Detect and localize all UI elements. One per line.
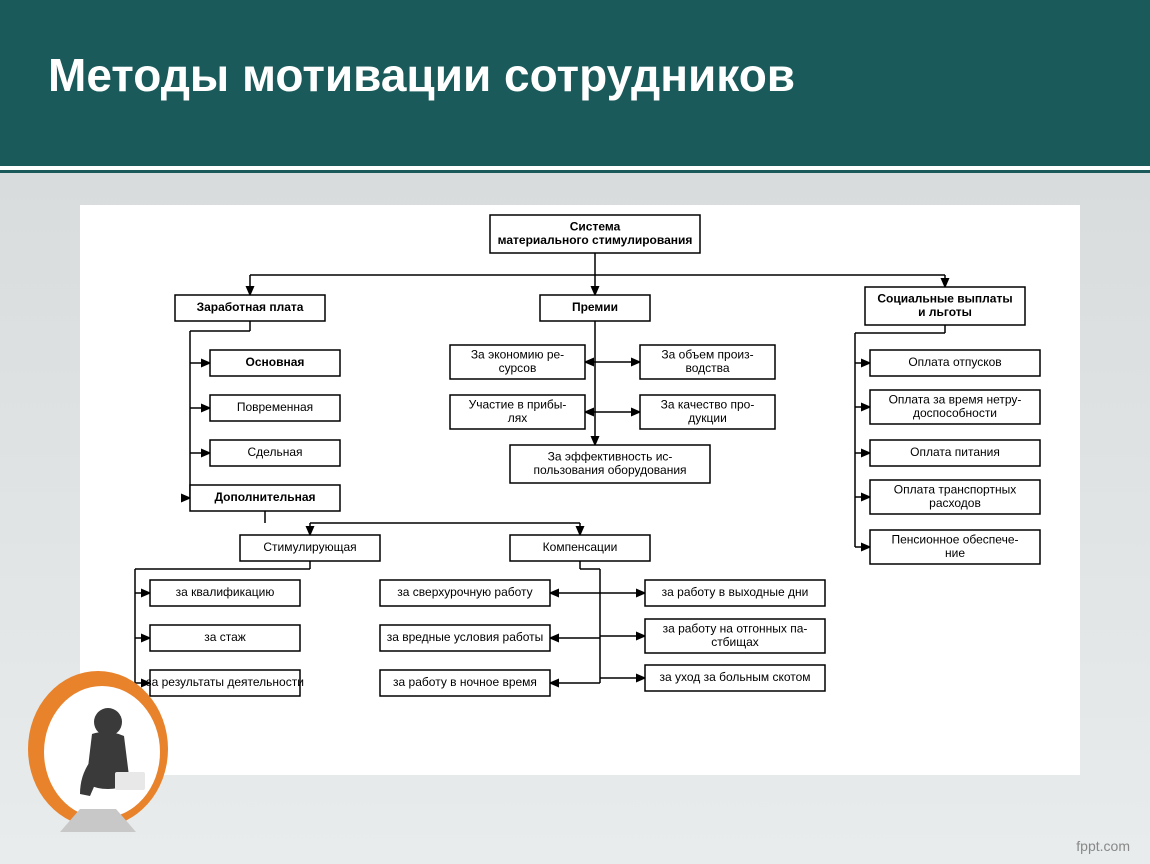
svg-text:пользования оборудования: пользования оборудования bbox=[533, 463, 686, 477]
node-komp: Компенсации bbox=[510, 535, 650, 561]
svg-text:за вредные условия работы: за вредные условия работы bbox=[387, 630, 544, 644]
node-salary: Заработная плата bbox=[175, 295, 325, 321]
page-title: Методы мотивации сотрудников bbox=[48, 48, 795, 102]
svg-text:ние: ние bbox=[945, 546, 965, 560]
person-chair-icon bbox=[20, 644, 200, 844]
svg-text:Основная: Основная bbox=[246, 355, 305, 369]
node-povr: Повременная bbox=[210, 395, 340, 421]
svg-text:За эффективность ис-: За эффективность ис- bbox=[548, 450, 673, 464]
node-bonus: Премии bbox=[540, 295, 650, 321]
node-obj: За объем произ-водства bbox=[640, 345, 775, 379]
node-pit: Оплата питания bbox=[870, 440, 1040, 466]
svg-text:за уход за больным скотом: за уход за больным скотом bbox=[659, 670, 810, 684]
svg-text:Повременная: Повременная bbox=[237, 400, 313, 414]
svg-text:за сверхурочную работу: за сверхурочную работу bbox=[397, 585, 532, 599]
node-eff: За эффективность ис-пользования оборудов… bbox=[510, 445, 710, 483]
node-kach: За качество про-дукции bbox=[640, 395, 775, 429]
svg-text:Оплата питания: Оплата питания bbox=[910, 445, 1000, 459]
org-chart: Системаматериального стимулирования Зараб… bbox=[80, 205, 1080, 775]
svg-text:Сдельная: Сдельная bbox=[248, 445, 303, 459]
svg-text:водства: водства bbox=[685, 361, 729, 375]
node-tran: Оплата транспортныхрасходов bbox=[870, 480, 1040, 514]
svg-text:стбищах: стбищах bbox=[711, 635, 759, 649]
svg-text:Оплата отпусков: Оплата отпусков bbox=[908, 355, 1001, 369]
svg-text:за работу в ночное время: за работу в ночное время bbox=[393, 675, 537, 689]
diagram-panel: Системаматериального стимулирования Зараб… bbox=[80, 205, 1080, 775]
node-skot: за уход за больным скотом bbox=[645, 665, 825, 691]
svg-text:расходов: расходов bbox=[929, 496, 981, 510]
svg-text:Система: Система bbox=[570, 220, 621, 234]
node-stim: Стимулирующая bbox=[240, 535, 380, 561]
svg-text:лях: лях bbox=[508, 411, 528, 425]
node-extra: Дополнительная bbox=[190, 485, 340, 511]
node-vred: за вредные условия работы bbox=[380, 625, 550, 651]
svg-text:Компенсации: Компенсации bbox=[543, 540, 618, 554]
svg-text:и льготы: и льготы bbox=[918, 305, 972, 319]
svg-text:За экономию ре-: За экономию ре- bbox=[471, 348, 564, 362]
node-econ: За экономию ре-сурсов bbox=[450, 345, 585, 379]
node-kval: за квалификацию bbox=[150, 580, 300, 606]
node-sverh: за сверхурочную работу bbox=[380, 580, 550, 606]
svg-text:Оплата транспортных: Оплата транспортных bbox=[894, 483, 1016, 497]
node-vyh: за работу в выходные дни bbox=[645, 580, 825, 606]
svg-text:доспособности: доспособности bbox=[913, 406, 997, 420]
node-noch: за работу в ночное время bbox=[380, 670, 550, 696]
node-main: Основная bbox=[210, 350, 340, 376]
node-root: Системаматериального стимулирования bbox=[490, 215, 700, 253]
svg-text:Дополнительная: Дополнительная bbox=[214, 490, 315, 504]
svg-text:Социальные выплаты: Социальные выплаты bbox=[877, 292, 1012, 306]
svg-text:за квалификацию: за квалификацию bbox=[176, 585, 275, 599]
svg-text:Пенсионное обеспече-: Пенсионное обеспече- bbox=[891, 533, 1018, 547]
svg-text:За качество про-: За качество про- bbox=[661, 398, 755, 412]
node-otg: за работу на отгонных па-стбищах bbox=[645, 619, 825, 653]
svg-text:Стимулирующая: Стимулирующая bbox=[263, 540, 356, 554]
svg-text:За объем произ-: За объем произ- bbox=[661, 348, 753, 362]
node-social: Социальные выплатыи льготы bbox=[865, 287, 1025, 325]
node-sdel: Сдельная bbox=[210, 440, 340, 466]
svg-text:дукции: дукции bbox=[688, 411, 727, 425]
node-otp: Оплата отпусков bbox=[870, 350, 1040, 376]
decorative-figure bbox=[20, 644, 200, 844]
svg-text:Премии: Премии bbox=[572, 300, 618, 314]
svg-text:за стаж: за стаж bbox=[204, 630, 246, 644]
node-prib: Участие в прибы-лях bbox=[450, 395, 585, 429]
svg-text:за работу в выходные дни: за работу в выходные дни bbox=[662, 585, 809, 599]
svg-text:материального стимулирования: материального стимулирования bbox=[498, 233, 693, 247]
footer-credit: fppt.com bbox=[1076, 838, 1130, 854]
node-netr: Оплата за время нетру-доспособности bbox=[870, 390, 1040, 424]
svg-text:Заработная плата: Заработная плата bbox=[197, 300, 304, 314]
svg-text:Участие в прибы-: Участие в прибы- bbox=[469, 398, 567, 412]
svg-text:сурсов: сурсов bbox=[499, 361, 537, 375]
node-pens: Пенсионное обеспече-ние bbox=[870, 530, 1040, 564]
svg-text:Оплата за время нетру-: Оплата за время нетру- bbox=[889, 393, 1022, 407]
svg-text:за работу на отгонных па-: за работу на отгонных па- bbox=[663, 622, 808, 636]
